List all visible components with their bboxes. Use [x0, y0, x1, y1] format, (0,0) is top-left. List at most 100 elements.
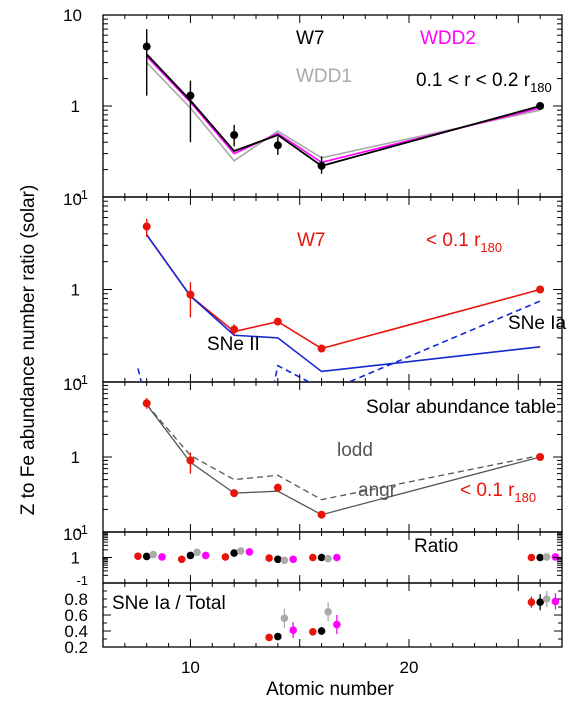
data-point-third	[186, 456, 195, 465]
ratio-point-gray	[193, 548, 201, 557]
data-point-top	[186, 91, 195, 100]
y-tick-label: -1	[76, 187, 88, 202]
ratio-point-black	[317, 553, 326, 562]
y-axis-label: Z to Fe abundance number ratio (solar)	[18, 185, 39, 516]
y-tick-label: 10	[63, 375, 82, 394]
label-lodd: lodd	[337, 440, 373, 461]
data-point-second	[230, 325, 239, 334]
data-point-second	[142, 222, 151, 231]
panel-frames	[102, 14, 563, 648]
label-sne-ia: SNe Ia	[508, 313, 567, 334]
ratio-point-black	[142, 552, 151, 561]
label-w7-second: W7	[297, 230, 326, 251]
data-point-top	[230, 131, 239, 140]
series-line-wdd1	[146, 62, 541, 162]
data-point-second	[317, 344, 326, 353]
data-points	[134, 29, 560, 642]
y-tick-label: 10	[63, 525, 82, 544]
ratio-point-magenta	[333, 553, 341, 562]
y-tick-label: 1	[71, 97, 80, 116]
ratio-point-gray	[324, 554, 332, 563]
y-tick-label: 0.4	[64, 622, 88, 641]
ratio-point-magenta	[158, 553, 166, 561]
label-angr: angr	[358, 480, 397, 501]
data-point-top	[273, 141, 282, 150]
data-point-top	[142, 42, 151, 51]
y-tick-label: 1	[71, 448, 80, 467]
panel-frame-1	[102, 196, 563, 383]
panel-2-lines	[137, 234, 541, 382]
label-wdd2: WDD2	[420, 28, 476, 49]
series-line-sne2	[146, 234, 541, 373]
fraction-point-magenta	[333, 620, 341, 629]
data-point-third	[317, 510, 326, 519]
ratio-point-red	[177, 555, 186, 564]
y-tick-label: 0.8	[64, 590, 88, 609]
fraction-point-black	[317, 627, 326, 635]
fraction-point-magenta	[289, 626, 297, 634]
ratio-point-red	[134, 552, 142, 561]
fraction-point-gray	[280, 614, 289, 622]
y-tick-label: 10	[63, 190, 82, 209]
ratio-point-black	[186, 551, 195, 560]
ratio-point-gray	[280, 556, 289, 565]
data-point-second	[536, 285, 545, 294]
ratio-point-red	[527, 553, 536, 562]
fraction-point-black	[274, 632, 282, 641]
ratio-point-black	[230, 549, 238, 557]
ratio-point-black	[274, 555, 282, 564]
label-w7-top: W7	[296, 28, 325, 49]
fraction-point-red	[265, 633, 273, 642]
ratio-point-gray	[236, 547, 245, 555]
y-tick-label: -1	[76, 372, 88, 387]
ratio-point-magenta	[245, 548, 254, 556]
data-point-third	[230, 489, 239, 498]
ratio-point-red	[265, 554, 273, 562]
fraction-point-red	[527, 598, 536, 606]
ratio-point-black	[536, 553, 544, 562]
region-label-second: < 0.1 r180	[426, 230, 502, 255]
x-tick-label: 20	[400, 658, 419, 677]
ratio-point-magenta	[289, 555, 297, 564]
y-tick-label: 1	[71, 549, 80, 568]
y-tick-label: 0.2	[64, 638, 88, 657]
x-tick-label: 10	[181, 658, 200, 677]
ratio-point-gray	[542, 553, 551, 561]
label-sne-ii: SNe II	[207, 334, 260, 355]
model-lines	[137, 53, 541, 516]
series-line-lodd	[146, 404, 541, 501]
fraction-point-gray	[324, 608, 332, 616]
region-label-third: < 0.1 r180	[460, 480, 536, 505]
label-ratio: Ratio	[414, 536, 458, 557]
data-point-third	[273, 483, 282, 492]
region-label-top: 0.1 < r < 0.2 r180	[416, 70, 552, 95]
data-point-top	[317, 161, 326, 170]
y-tick-label: -1	[76, 522, 88, 537]
ratio-point-red	[221, 553, 230, 561]
y-tick-label: -1	[76, 573, 88, 588]
series-line-angr	[146, 404, 541, 516]
y-tick-label: 1	[71, 281, 80, 300]
ratio-point-red	[309, 553, 317, 562]
data-point-third	[536, 453, 545, 461]
data-point-second	[273, 317, 282, 326]
label-sne-ia-total: SNe Ia / Total	[112, 593, 226, 614]
fraction-point-black	[536, 598, 544, 606]
y-tick-label: 0.6	[64, 606, 88, 625]
ratio-point-gray	[149, 550, 158, 559]
data-point-top	[536, 102, 545, 110]
data-point-third	[142, 399, 151, 408]
series-line-sne1a_b	[273, 300, 541, 382]
data-point-second	[186, 290, 195, 299]
series-line-sne1a_a	[137, 368, 143, 382]
ratio-point-magenta	[201, 551, 210, 560]
fraction-point-gray	[542, 595, 551, 603]
y-tick-label: 10	[63, 6, 82, 25]
x-axis-label: Atomic number	[266, 679, 394, 700]
fraction-point-magenta	[551, 597, 560, 606]
series-line-w7	[146, 53, 541, 167]
panel-frame-3	[102, 531, 563, 584]
fraction-point-red	[309, 628, 317, 636]
